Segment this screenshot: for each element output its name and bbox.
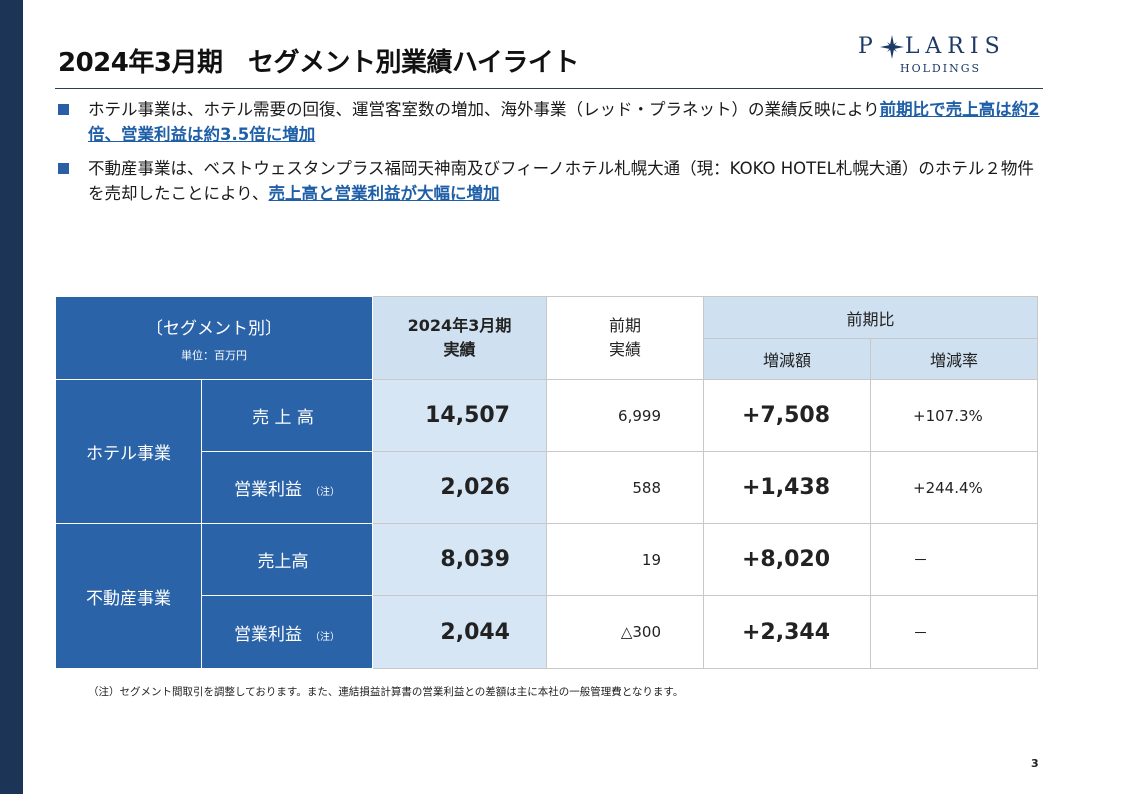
prev-header-cell: 前期 実績 [546, 296, 704, 380]
compare-header: 前期比 [702, 296, 1039, 339]
segment-name-hotel: ホテル事業 [55, 379, 202, 524]
rate-header: 増減率 [869, 338, 1039, 380]
rate-value: － [869, 523, 1039, 596]
footnote: （注）セグメント間取引を調整しております。また、連結損益計算書の営業利益との差額… [88, 686, 684, 698]
row-item-note: （注） [310, 631, 340, 643]
segment-header-cell: 〔セグメント別〕 単位：百万円 [55, 296, 373, 380]
prev-value: 588 [546, 451, 704, 524]
logo-wordmark: P LARIS [858, 34, 1006, 59]
bullet-realestate: 不動産事業は、ベストウェスタンプラス福岡天神南及びフィーノホテル札幌大通（現：K… [58, 156, 1048, 206]
rate-value: +244.4% [869, 451, 1039, 524]
prev-value: 6,999 [546, 379, 704, 452]
current-header-label: 実績 [443, 340, 476, 359]
current-value: 2,044 [372, 595, 547, 669]
row-item-note: （注） [310, 487, 340, 498]
prev-header-period: 前期 [608, 316, 641, 335]
diff-value: +7,508 [703, 379, 871, 452]
bullet-text-body: ホテル事業は、ホテル需要の回復、運営客室数の増加、海外事業（レッド・プラネット）… [88, 100, 880, 119]
segment-name-realestate: 不動産事業 [55, 523, 202, 669]
current-value: 14,507 [372, 379, 547, 452]
row-item-text: 営業利益 [234, 480, 302, 500]
current-header-period: 2024年3月期 [407, 316, 512, 335]
bullet-text-body: 不動産事業は、ベストウェスタンプラス福岡天神南及びフィーノホテル札幌大通（現：K… [88, 159, 1034, 203]
left-accent-bar [0, 0, 23, 794]
title-divider [55, 88, 1043, 89]
diff-header: 増減額 [703, 338, 871, 380]
row-item-text: 売 上 高 [252, 408, 314, 428]
page-number: 3 [1031, 757, 1039, 770]
prev-header-label: 実績 [608, 340, 641, 359]
page-title: 2024年3月期 セグメント別業績ハイライト [58, 48, 579, 78]
bullet-highlight: 売上高と営業利益が大幅に増加 [268, 184, 500, 203]
unit-label: 単位：百万円 [181, 348, 247, 362]
bullet-text: 不動産事業は、ベストウェスタンプラス福岡天神南及びフィーノホテル札幌大通（現：K… [88, 156, 1048, 206]
row-item-label: 売上高 [201, 523, 373, 596]
bullet-square-icon [58, 104, 69, 115]
bullet-square-icon [58, 163, 69, 174]
row-item-label: 営業利益 （注） [201, 595, 373, 669]
segment-header: 〔セグメント別〕 [146, 318, 282, 339]
bullet-text: ホテル事業は、ホテル需要の回復、運営客室数の増加、海外事業（レッド・プラネット）… [88, 97, 1048, 147]
current-header-cell: 2024年3月期 実績 [372, 296, 547, 380]
row-item-text: 営業利益 [234, 624, 302, 645]
rate-value: － [869, 595, 1039, 669]
bullet-highlight: 前期比で売上高は約2倍、営業利益は約3.5倍に増加 [88, 100, 1040, 144]
diff-value: +8,020 [703, 523, 871, 596]
polaris-logo: P LARIS HOLDINGS [850, 34, 1030, 78]
rate-value: +107.3% [869, 379, 1039, 452]
current-value: 8,039 [372, 523, 547, 596]
logo-subtitle: HOLDINGS [900, 62, 982, 75]
compass-star-icon [880, 35, 904, 59]
row-item-text: 売上高 [257, 552, 309, 572]
prev-value: △300 [546, 595, 704, 669]
diff-value: +2,344 [703, 595, 871, 669]
current-value: 2,026 [372, 451, 547, 524]
row-item-label: 売 上 高 [201, 379, 373, 452]
prev-value: 19 [546, 523, 704, 596]
bullet-hotel: ホテル事業は、ホテル需要の回復、運営客室数の増加、海外事業（レッド・プラネット）… [58, 97, 1048, 147]
row-item-label: 営業利益 （注） [201, 451, 373, 524]
diff-value: +1,438 [703, 451, 871, 524]
segment-results-table: 〔セグメント別〕 単位：百万円 2024年3月期 実績 前期 実績 前期比 増減… [55, 296, 1039, 669]
